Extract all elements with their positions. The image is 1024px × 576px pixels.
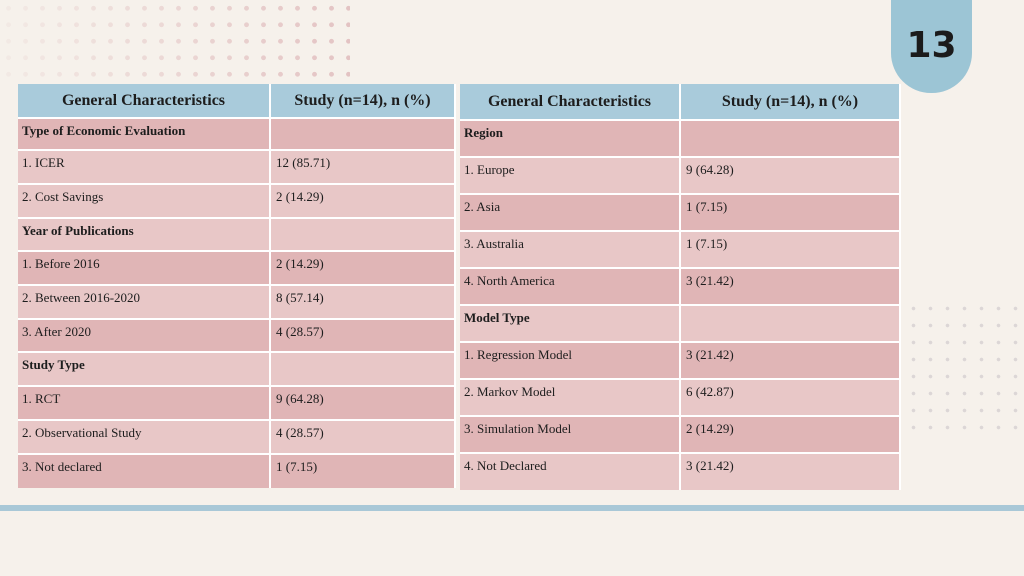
row-value — [680, 119, 901, 157]
row-label: 3. Not declared — [18, 453, 271, 488]
row-value: 3 (21.42) — [680, 267, 901, 305]
decorative-dots-right — [905, 300, 1024, 440]
row-value — [270, 351, 456, 386]
table-row: 2. Between 2016-2020 8 (57.14) — [18, 284, 456, 319]
characteristics-table-right: General Characteristics Study (n=14), n … — [460, 84, 901, 490]
table-row: 1. Before 2016 2 (14.29) — [18, 250, 456, 285]
row-label: 1. Europe — [460, 156, 681, 194]
row-label: Year of Publications — [18, 217, 271, 251]
table-row-section: Year of Publications — [18, 217, 456, 251]
header-study-count: Study (n=14), n (%) — [680, 84, 901, 121]
row-value: 2 (14.29) — [270, 183, 456, 218]
row-value: 2 (14.29) — [270, 250, 456, 285]
table-row: 2. Markov Model 6 (42.87) — [460, 378, 901, 416]
decorative-dots-top-left — [0, 0, 350, 86]
row-label: 1. Regression Model — [460, 341, 681, 379]
table-row: 1. RCT 9 (64.28) — [18, 385, 456, 420]
row-label: 2. Asia — [460, 193, 681, 231]
header-general-characteristics: General Characteristics — [18, 84, 271, 119]
row-label: 2. Observational Study — [18, 419, 271, 454]
row-value: 4 (28.57) — [270, 318, 456, 352]
row-label: 3. Simulation Model — [460, 415, 681, 453]
page-number: 13 — [906, 25, 957, 66]
table-row: 3. Simulation Model 2 (14.29) — [460, 415, 901, 453]
bottom-divider-line — [0, 505, 1024, 511]
row-label: 2. Cost Savings — [18, 183, 271, 218]
table-row-section: Type of Economic Evaluation — [18, 117, 456, 150]
table-row: 1. Europe 9 (64.28) — [460, 156, 901, 194]
table-header-row: General Characteristics Study (n=14), n … — [460, 84, 901, 121]
row-value — [680, 304, 901, 342]
page-number-tab: 13 — [891, 0, 972, 93]
row-label: 4. Not Declared — [460, 452, 681, 490]
row-label: 3. After 2020 — [18, 318, 271, 352]
header-study-count: Study (n=14), n (%) — [270, 84, 456, 119]
row-label: 1. ICER — [18, 149, 271, 184]
table-row-section: Model Type — [460, 304, 901, 342]
row-value: 12 (85.71) — [270, 149, 456, 184]
row-label: 2. Between 2016-2020 — [18, 284, 271, 319]
row-label: 3. Australia — [460, 230, 681, 268]
row-label: 4. North America — [460, 267, 681, 305]
row-value: 3 (21.42) — [680, 452, 901, 490]
row-value: 6 (42.87) — [680, 378, 901, 416]
header-general-characteristics: General Characteristics — [460, 84, 681, 121]
row-label: 1. RCT — [18, 385, 271, 420]
row-value — [270, 217, 456, 251]
row-value: 1 (7.15) — [680, 230, 901, 268]
table-row-section: Region — [460, 119, 901, 157]
row-label: Study Type — [18, 351, 271, 386]
table-row: 1. Regression Model 3 (21.42) — [460, 341, 901, 379]
row-label: Region — [460, 119, 681, 157]
row-value: 1 (7.15) — [680, 193, 901, 231]
table-row-section: Study Type — [18, 351, 456, 386]
table-row: 4. North America 3 (21.42) — [460, 267, 901, 305]
row-value: 2 (14.29) — [680, 415, 901, 453]
row-value: 3 (21.42) — [680, 341, 901, 379]
row-value: 9 (64.28) — [680, 156, 901, 194]
row-value — [270, 117, 456, 150]
row-value: 1 (7.15) — [270, 453, 456, 488]
row-value: 8 (57.14) — [270, 284, 456, 319]
row-label: Model Type — [460, 304, 681, 342]
table-row: 3. After 2020 4 (28.57) — [18, 318, 456, 352]
table-row: 2. Observational Study 4 (28.57) — [18, 419, 456, 454]
row-label: 1. Before 2016 — [18, 250, 271, 285]
table-row: 2. Cost Savings 2 (14.29) — [18, 183, 456, 218]
table-row: 3. Australia 1 (7.15) — [460, 230, 901, 268]
row-value: 4 (28.57) — [270, 419, 456, 454]
row-value: 9 (64.28) — [270, 385, 456, 420]
table-row: 2. Asia 1 (7.15) — [460, 193, 901, 231]
table-header-row: General Characteristics Study (n=14), n … — [18, 84, 456, 119]
row-label: Type of Economic Evaluation — [18, 117, 271, 150]
table-row: 1. ICER 12 (85.71) — [18, 149, 456, 184]
row-label: 2. Markov Model — [460, 378, 681, 416]
characteristics-table-left: General Characteristics Study (n=14), n … — [18, 84, 456, 488]
table-row: 3. Not declared 1 (7.15) — [18, 453, 456, 488]
table-row: 4. Not Declared 3 (21.42) — [460, 452, 901, 490]
